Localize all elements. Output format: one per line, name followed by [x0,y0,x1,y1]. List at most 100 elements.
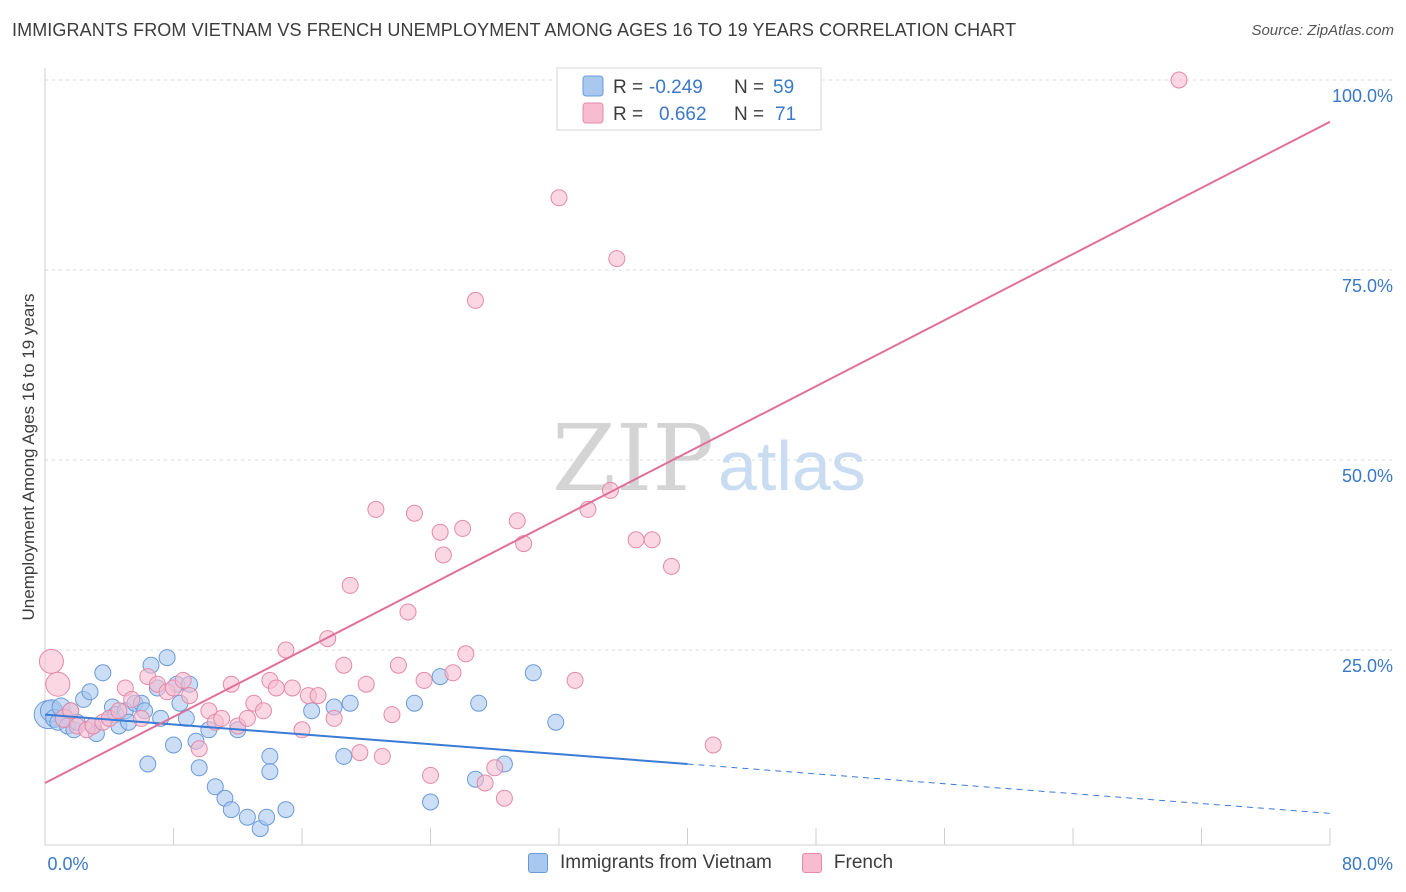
series-legend: Immigrants from Vietnam French [528,852,923,874]
vietnam-point [261,747,279,765]
watermark: ZIP atlas [552,405,866,512]
legend-item-french: French [801,852,894,874]
legend-r-label: R = [613,104,643,125]
series-vietnam-points [33,649,565,838]
y-axis-label: Unemployment Among Ages 16 to 19 years [19,294,38,621]
vietnam-point [547,713,565,731]
french-point [213,709,231,727]
french-point [608,250,626,268]
french-point [267,679,285,697]
french-point [454,519,472,537]
series-french-points [38,71,1188,807]
vietnam-point [422,793,439,811]
french-point [415,671,433,689]
french-point [399,603,417,621]
vietnam-point [261,763,279,781]
vietnam-trend-extension [687,763,1331,814]
french-point [476,774,494,792]
vietnam-point [470,694,488,712]
vietnam-point [158,649,176,667]
french-point [1170,71,1188,89]
french-point [627,531,645,549]
vietnam-point [206,778,224,796]
x-tick-label: 0.0% [47,854,88,874]
french-point [283,679,301,697]
french-point [123,690,141,708]
vietnam-point [335,747,353,765]
french-point [132,709,150,727]
y-tick-label: 25.0% [1342,656,1393,676]
legend-n-label: N = [734,104,764,125]
watermark-zip: ZIP [552,405,714,512]
french-trend-line [44,120,1331,784]
legend-r-value: -0.249 [649,77,703,98]
french-point [444,664,462,682]
vietnam-point [238,808,256,826]
legend-n-value: 59 [773,77,794,98]
french-point [325,709,343,727]
y-tick-label: 50.0% [1342,466,1393,486]
grid-lines [45,79,1392,651]
legend-swatch-pink [582,102,604,124]
vietnam-point [81,683,99,701]
french-point [566,671,584,689]
french-point [45,671,71,697]
legend-r-label: R = [613,77,643,98]
vietnam-point [405,694,423,712]
vietnam-point [165,736,182,754]
legend-n-value: 71 [775,104,796,125]
french-point [357,675,375,693]
french-point [389,656,407,674]
french-point [466,291,484,309]
french-point [508,512,526,530]
french-point [62,702,80,720]
vietnam-trend-line [44,713,688,765]
french-point [190,740,208,758]
chart-title: IMMIGRANTS FROM VIETNAM VS FRENCH UNEMPL… [12,20,1017,40]
trend-lines [44,120,1331,814]
legend-label-french: French [833,852,894,873]
french-point [643,531,661,549]
legend-label-vietnam: Immigrants from Vietnam [560,852,772,873]
vietnam-point [222,801,240,819]
french-point [495,789,513,807]
legend-n-label: N = [734,77,764,98]
french-point [662,557,680,575]
vietnam-point [94,664,112,682]
french-point [431,523,449,541]
french-point [238,709,256,727]
vietnam-point [303,702,321,720]
french-point [351,744,369,762]
french-point [367,500,385,518]
vietnam-point [190,759,208,777]
vietnam-point [524,664,542,682]
french-point [38,648,64,674]
french-point [309,687,327,705]
french-point [174,671,192,689]
french-point [550,189,568,207]
stats-legend: R = -0.249 N = 59 R = 0.662 N = 71 [556,67,822,131]
french-point [341,576,359,594]
french-point [383,706,401,724]
french-point [405,504,423,522]
french-point [704,736,722,754]
french-point [486,759,504,777]
french-point [515,535,533,553]
tick-labels: 25.0% 50.0% 75.0% 100.0% 0.0% 80.0% [47,86,1393,874]
vietnam-point [277,801,295,819]
french-point [254,702,272,720]
french-point [457,645,475,663]
source-label: Source: ZipAtlas.com [1251,22,1394,39]
vietnam-point [139,755,157,773]
y-tick-label: 75.0% [1342,276,1393,296]
x-tick-label: 80.0% [1342,854,1393,874]
french-point [110,702,128,720]
french-point [181,687,199,705]
french-point [335,656,353,674]
y-tick-label: 100.0% [1332,86,1393,106]
legend-item-vietnam: Immigrants from Vietnam [528,852,772,874]
legend-swatch-vietnam [528,853,548,873]
french-point [373,747,391,765]
french-point [434,546,452,564]
